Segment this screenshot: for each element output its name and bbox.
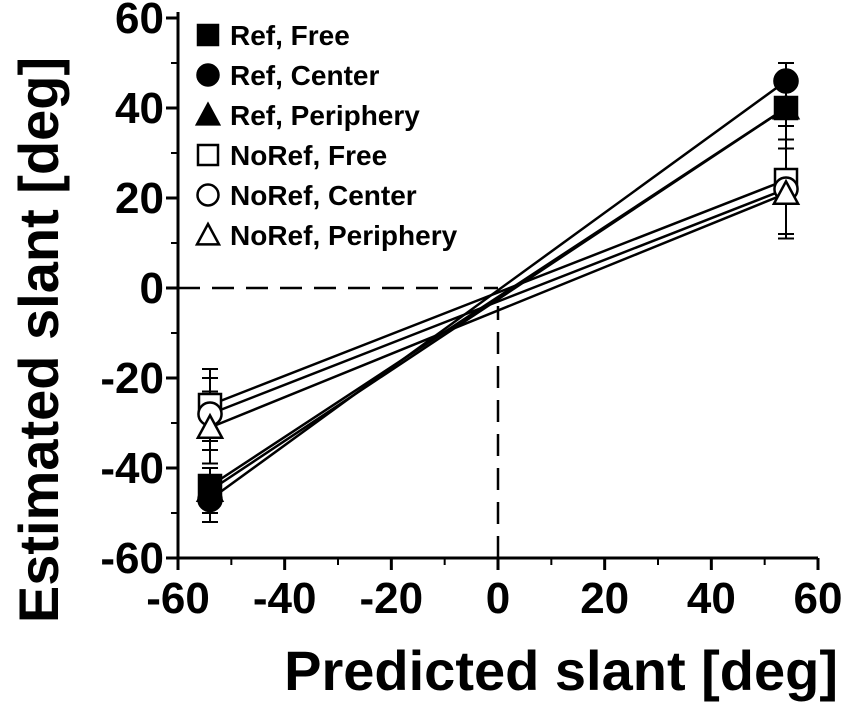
- y-tick-label: 20: [115, 174, 164, 223]
- legend-marker-noref-free: [196, 143, 220, 167]
- x-axis-title: Predicted slant [deg]: [284, 639, 838, 702]
- legend-marker-ref-center: [196, 63, 220, 87]
- legend-label-ref-center: Ref, Center: [230, 60, 379, 91]
- y-tick-label: 40: [115, 84, 164, 133]
- point-noref-periphery: [195, 412, 225, 440]
- legend-marker-ref-free: [196, 23, 220, 47]
- x-tick-label: -20: [360, 574, 424, 623]
- x-tick-label: -40: [253, 574, 317, 623]
- series-lines: [209, 79, 787, 501]
- x-tick-label: 40: [687, 574, 736, 623]
- y-tick-label: -20: [100, 354, 164, 403]
- legend-label-noref-center: NoRef, Center: [230, 180, 417, 211]
- reference-lines: [178, 286, 500, 558]
- legend-marker-ref-periphery: [194, 101, 222, 126]
- point-ref-periphery: [771, 93, 801, 120]
- series-line-noref-center: [209, 187, 787, 416]
- legend-label-noref-periphery: NoRef, Periphery: [230, 220, 458, 251]
- series-line-noref-periphery: [209, 192, 787, 429]
- legend-marker-noref-center: [196, 183, 220, 207]
- point-ref-center: [773, 68, 799, 94]
- y-tick-label: 60: [115, 0, 164, 43]
- ticks: -60 -40 -20 0 20 40 60 -60 -40 -20 0 20 40 60: [100, 0, 842, 623]
- y-tick-label: -40: [100, 444, 164, 493]
- x-tick-label: -60: [146, 574, 210, 623]
- legend-label-noref-free: NoRef, Free: [230, 140, 387, 171]
- y-tick-label: 0: [140, 264, 164, 313]
- legend-marker-noref-periphery: [194, 221, 222, 246]
- y-axis-title: Estimated slant [deg]: [7, 57, 70, 623]
- series-line-ref-center: [209, 79, 787, 501]
- point-noref-periphery: [771, 178, 801, 206]
- data-markers: [195, 68, 801, 513]
- series-line-noref-free: [209, 178, 787, 407]
- legend: Ref, Free Ref, Center Ref, Periphery NoRef,…: [194, 20, 458, 251]
- series-line-ref-periphery: [209, 106, 787, 492]
- x-tick-label: 0: [486, 574, 510, 623]
- x-tick-label: 60: [794, 574, 843, 623]
- point-ref-periphery: [195, 475, 225, 503]
- y-tick-label: -60: [100, 534, 164, 583]
- legend-label-ref-periphery: Ref, Periphery: [230, 100, 420, 131]
- legend-label-ref-free: Ref, Free: [230, 20, 350, 51]
- x-tick-label: 20: [580, 574, 629, 623]
